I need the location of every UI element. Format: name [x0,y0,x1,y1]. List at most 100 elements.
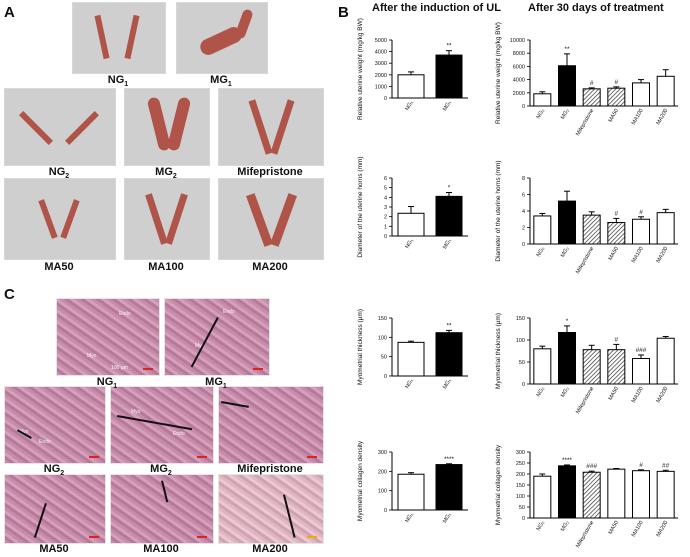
significance-label: # [615,210,619,217]
y-tick-label: 250 [516,461,525,467]
significance-label: **** [444,456,455,463]
panel-c-label: C [4,286,15,303]
bar-1 [533,215,552,245]
panel-a-label: A [4,4,15,21]
bar-1 [397,473,425,511]
significance-label: # [590,80,594,87]
category-label: NG₂ [536,520,546,532]
bar-3 [582,471,601,519]
y-tick-label: 200 [516,472,525,478]
category-label: NG₂ [536,386,546,398]
bar-3 [582,349,601,385]
label-a-ma100: MA100 [148,261,184,273]
bar-1 [397,341,425,377]
chart-5: 0 50 100 150 Myometrial thickness (μm) NG₁ ** M… [357,309,468,390]
chart-2: 0 2000 4000 6000 8000 10000 Relative uterine w… [495,22,678,137]
label-c-ma100: MA100 [143,543,179,555]
category-label: MG₁ [442,238,453,250]
y-tick-label: 0 [522,516,525,522]
histology-ma200 [218,474,324,544]
y-tick-label: 10000 [510,38,525,44]
chart-4: 0 2 4 6 8 Diameter of the uterine horns (mm) N… [495,160,678,275]
category-label: NG₁ [404,238,414,250]
label-c-mifepristone: Mifepristone [237,463,303,475]
category-label: MA100 [631,108,645,126]
y-tick-label: 200 [378,469,387,475]
y-tick-label: 2 [384,215,387,221]
y-tick-label: 150 [378,316,387,322]
category-label: Mifepristone [575,108,595,137]
photo-mifepristone [218,88,324,166]
significance-label: ### [586,463,597,470]
photo-ma100 [124,178,210,260]
histology-ma50 [4,474,106,544]
category-label: MG₂ [560,520,571,533]
category-label: MG₂ [560,386,571,399]
y-axis-label: Relative uterine weight (mg/kg BW) [357,18,364,120]
label-c-mg2: MG2 [150,463,172,478]
bar-5 [632,357,650,385]
y-tick-label: 5000 [375,38,387,44]
category-label: MA50 [608,520,620,535]
y-tick-label: 0 [384,234,387,240]
chart-7: 0 100 200 300 Myometrial collagen density NG₁… [357,440,468,524]
category-label: MA100 [631,386,645,404]
bar-1 [533,93,552,107]
y-axis-label: Myometrial thickness (μm) [495,313,502,389]
category-label: NG₂ [536,108,546,120]
category-label: NG₁ [404,100,414,112]
significance-label: ### [636,347,647,354]
label-c-ma200: MA200 [252,543,288,555]
category-label: MG₁ [442,512,453,524]
bar-3 [582,88,601,107]
category-label: MA200 [655,108,669,126]
category-label: MG₂ [560,246,571,259]
significance-label: # [615,336,619,343]
bar-6 [656,75,675,107]
significance-label: ## [662,462,670,469]
y-tick-label: 0 [522,104,525,110]
significance-label: **** [562,457,573,464]
label-c-ma50: MA50 [39,543,69,555]
y-tick-label: 0 [384,508,387,514]
photo-ng2 [4,88,116,166]
category-label: Mifepristone [575,520,595,549]
y-tick-label: 150 [516,316,525,322]
y-tick-label: 1 [384,224,387,230]
y-tick-label: 8000 [513,51,525,57]
y-axis-label: Diameter of the uterine horns (mm) [495,160,502,261]
y-tick-label: 50 [519,505,525,511]
y-tick-label: 0 [522,382,525,388]
category-label: Mifepristone [575,246,595,275]
label-c-ng1: NG1 [96,376,118,391]
y-tick-label: 100 [378,489,387,495]
bar-6 [656,337,675,385]
y-tick-label: 5 [384,186,387,192]
bar-5 [632,218,650,245]
bar-2 [558,332,576,385]
category-label: MA100 [631,246,645,264]
photo-mg1 [176,2,268,74]
bar-3 [582,214,601,245]
y-tick-label: 100 [516,494,525,500]
bar-1 [397,74,425,99]
y-tick-label: 50 [519,360,525,366]
column-title-left: After the induction of UL [372,2,501,14]
y-tick-label: 1000 [375,84,387,90]
bar-2 [435,464,463,511]
y-tick-label: 2 [522,226,525,232]
chart-6: 0 50 100 150 Myometrial thickness (μm) NG₂ * MG… [495,313,678,415]
y-tick-label: 2000 [375,73,387,79]
photo-mg2 [124,88,210,166]
label-c-mg1: MG1 [205,376,227,391]
histology-ma100 [110,474,214,544]
bar-5 [632,470,650,519]
label-a-ma50: MA50 [44,261,74,273]
photo-ng1 [72,2,166,74]
y-axis-label: Myometrial collagen density [357,440,364,521]
y-tick-label: 6 [522,193,525,199]
bar-1 [533,348,552,385]
significance-label: ** [564,46,570,53]
bar-6 [656,212,675,245]
